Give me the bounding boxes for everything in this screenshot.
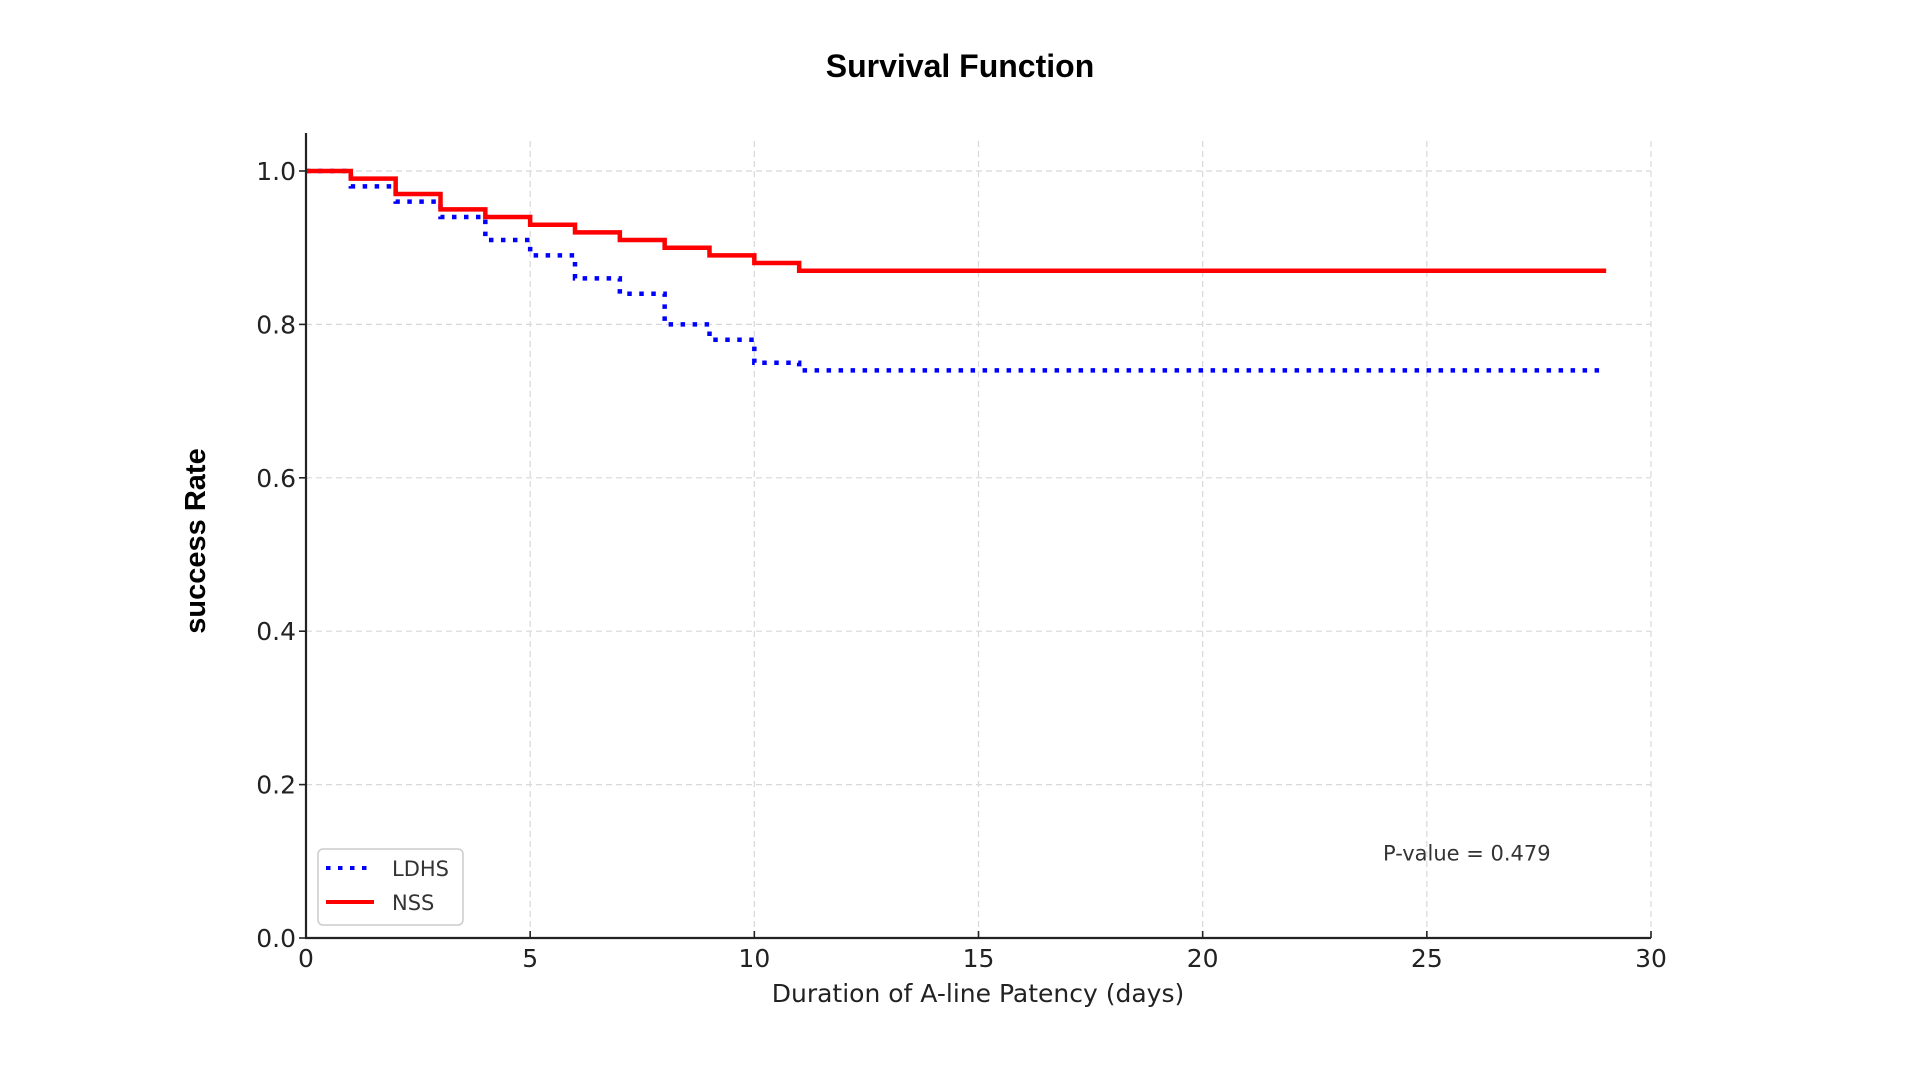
legend-label-nss: NSS: [392, 891, 434, 915]
x-tick-label: 10: [738, 944, 770, 973]
legend: LDHS NSS: [317, 848, 464, 926]
x-tick-label: 0: [298, 944, 314, 973]
chart-title: Survival Function: [826, 48, 1094, 84]
y-tick-label: 0.6: [256, 464, 296, 493]
series-line-nss: [306, 168, 1607, 273]
y-tick-label: 1.0: [256, 157, 296, 186]
y-tick-label: 0.0: [256, 924, 296, 953]
y-tick-label: 0.8: [256, 310, 296, 339]
x-axis-label: Duration of A-line Patency (days): [772, 979, 1185, 1008]
x-tick-label: 25: [1411, 944, 1443, 973]
grid-lines: [306, 141, 1652, 938]
legend-label-ldhs: LDHS: [392, 857, 449, 881]
p-value-annotation: P-value = 0.479: [1383, 842, 1551, 866]
x-tick-label: 20: [1187, 944, 1219, 973]
x-tick-label: 5: [522, 944, 538, 973]
series-layer: [306, 168, 1607, 373]
y-tick-label: 0.2: [256, 771, 296, 800]
ticks: 0 5 10 15 20 25 30 0.0 0.2 0.4 0.6 0.8 1.0: [256, 157, 1667, 973]
y-axis-label: success Rate: [180, 448, 212, 633]
y-tick-label: 0.4: [256, 617, 296, 646]
x-tick-label: 30: [1635, 944, 1667, 973]
x-tick-label: 15: [963, 944, 995, 973]
